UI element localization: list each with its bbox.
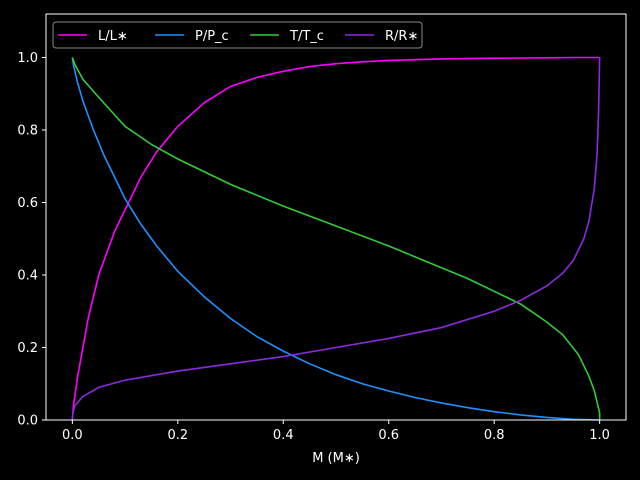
series-line-3: [71, 57, 601, 421]
x-tick-label: 1.0: [589, 428, 610, 443]
legend-label-2: T/T_c: [289, 29, 324, 44]
plot-frame: [45, 13, 627, 421]
y-tick-label: 0.6: [17, 196, 38, 211]
plot-lines: [71, 56, 601, 421]
y-tick-label: 0.8: [17, 124, 38, 139]
series-line-2: [71, 57, 601, 420]
x-axis-label: M (M∗): [312, 451, 360, 466]
y-tick-label: 0.4: [17, 269, 38, 284]
legend-label-0: L/L∗: [98, 29, 128, 44]
x-tick-label: 0.2: [167, 428, 188, 443]
legend-label-3: R/R∗: [385, 29, 418, 44]
legend-box: [52, 21, 423, 49]
legend-label-1: P/P_c: [195, 29, 229, 44]
y-tick-label: 0.2: [17, 341, 38, 356]
legend: L/L∗ P/P_c T/T_c R/R∗: [52, 21, 423, 49]
y-axis: 0.0 0.2 0.4 0.6 0.8 1.0: [17, 51, 46, 429]
series-line-1: [71, 57, 600, 421]
y-tick-label: 1.0: [17, 51, 38, 66]
x-tick-label: 0.6: [378, 428, 399, 443]
y-tick-label: 0.0: [17, 414, 38, 429]
x-tick-label: 0.0: [62, 428, 83, 443]
x-axis: 0.0 0.2 0.4 0.6 0.8 1.0: [62, 420, 610, 443]
x-tick-label: 0.8: [484, 428, 505, 443]
x-tick-label: 0.4: [273, 428, 294, 443]
series-line-0: [71, 56, 600, 421]
